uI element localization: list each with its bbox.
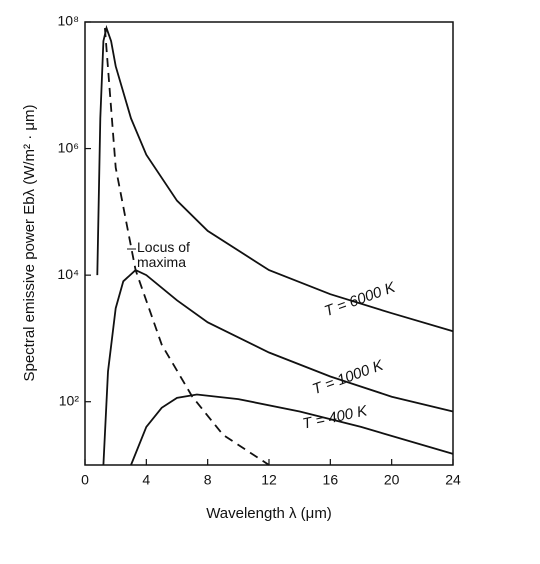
y-tick-label: 10⁴ bbox=[57, 266, 79, 282]
curve bbox=[130, 393, 454, 466]
y-tick-label: 10² bbox=[59, 392, 80, 408]
y-tick-label: 10⁸ bbox=[58, 13, 80, 29]
x-axis-label: Wavelength λ (μm) bbox=[206, 505, 332, 522]
y-axis-label: Spectral emissive power Ebλ (W/m² · μm) bbox=[21, 104, 38, 381]
x-tick-label: 24 bbox=[445, 472, 461, 488]
x-tick-label: 8 bbox=[204, 472, 212, 488]
locus-label-box: Locus of maxima bbox=[137, 240, 190, 270]
x-tick-label: 12 bbox=[261, 472, 277, 488]
x-tick-label: 0 bbox=[81, 472, 89, 488]
curve bbox=[104, 28, 270, 466]
x-tick-label: 16 bbox=[323, 472, 339, 488]
curve-label: T = 6000 K bbox=[322, 279, 398, 321]
annotation: Locus of maxima bbox=[137, 240, 190, 270]
y-tick-label: 10⁶ bbox=[58, 139, 79, 155]
curve bbox=[96, 24, 454, 333]
x-tick-label: 4 bbox=[142, 472, 150, 488]
curve-label: T = 400 K bbox=[301, 402, 370, 432]
curve bbox=[102, 269, 454, 466]
x-tick-label: 20 bbox=[384, 472, 400, 488]
